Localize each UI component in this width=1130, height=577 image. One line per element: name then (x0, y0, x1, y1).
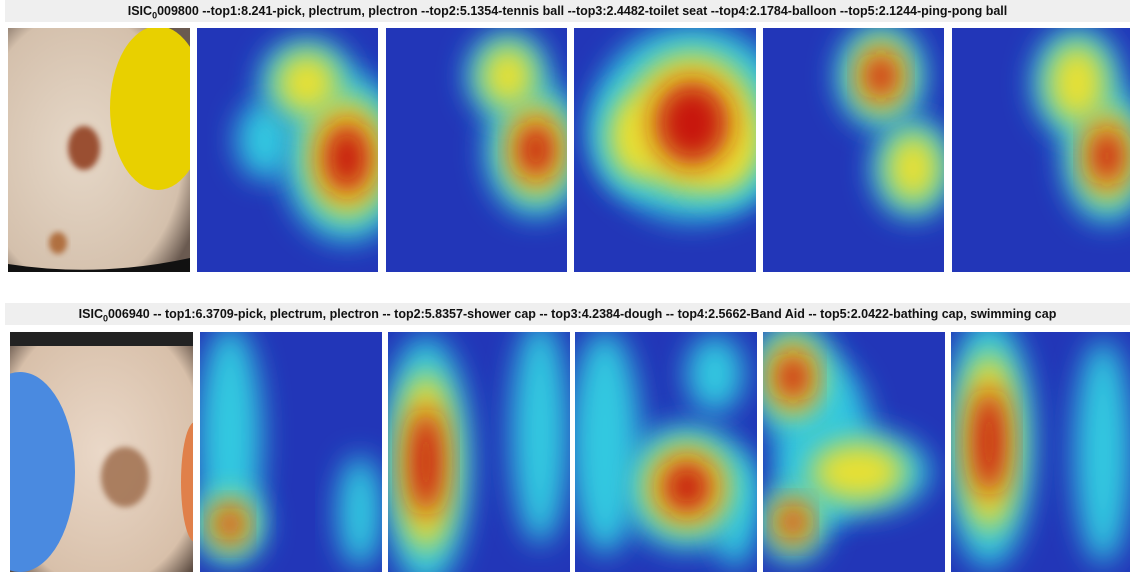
heat-blob (886, 132, 941, 204)
heat-blob (323, 122, 371, 194)
skin-image (0, 332, 209, 572)
heatmap (570, 330, 758, 572)
heat-blob (972, 388, 1006, 496)
heat-blob (236, 101, 294, 179)
heat-blob (570, 330, 640, 554)
heat-blob (338, 456, 383, 568)
heat-blob (1090, 127, 1124, 185)
heat-blob (864, 53, 898, 99)
heatmap (386, 28, 587, 272)
heat-blob (1048, 43, 1107, 123)
heatmap (197, 28, 411, 272)
heat-blob (1074, 340, 1130, 564)
heatmap (195, 325, 383, 572)
heatmap (748, 321, 945, 572)
heat-blob (217, 507, 243, 541)
heat-blob (517, 121, 555, 179)
heatmap (381, 320, 570, 577)
page: ISIC0009800 --top1:8.241-pick, plectrum,… (0, 0, 1130, 577)
heat-blob (409, 408, 443, 516)
heat-blob (655, 81, 729, 165)
heatmap (944, 316, 1130, 572)
heat-blob (662, 460, 712, 514)
heat-blob (686, 335, 744, 413)
heat-blob (780, 505, 806, 539)
heat-blob (511, 320, 569, 544)
heatmap (952, 27, 1130, 272)
heat-blob (811, 442, 906, 502)
heatmap (763, 23, 955, 272)
heatmap (574, 25, 791, 272)
heat-blob (481, 44, 536, 108)
heat-blob (276, 51, 339, 115)
heat-blob (776, 353, 810, 401)
figure (0, 0, 1130, 577)
skin-image (8, 26, 206, 272)
